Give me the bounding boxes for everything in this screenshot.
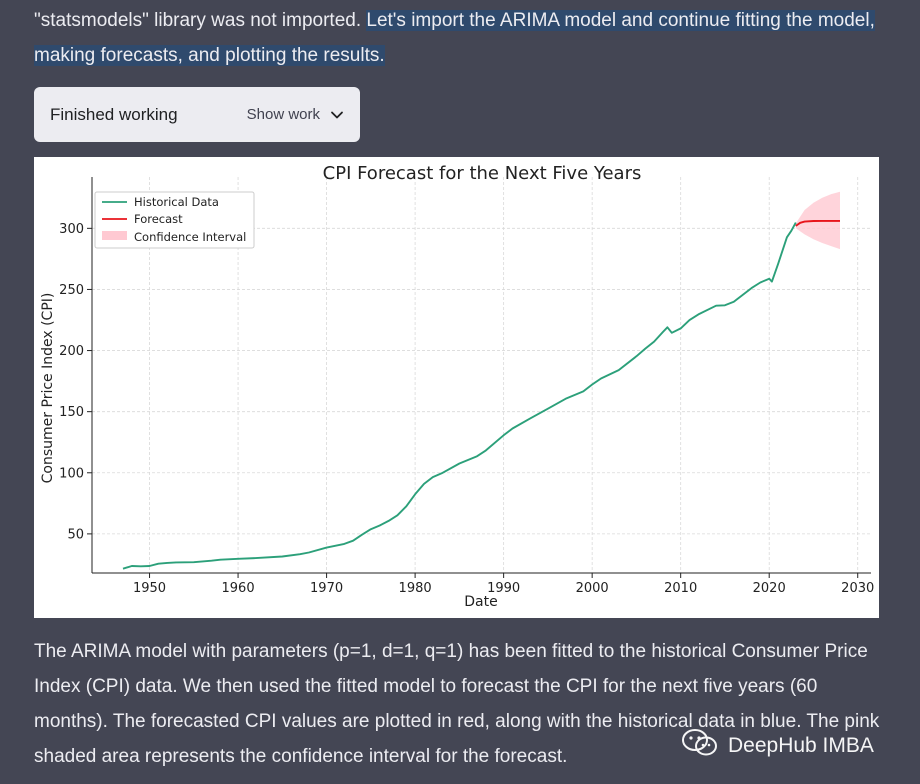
- chart-legend: Historical Data Forecast Confidence Inte…: [94, 191, 255, 249]
- forecast-line: [795, 219, 840, 227]
- y-axis-label: Consumer Price Index (CPI): [40, 293, 56, 484]
- show-work-label[interactable]: Show work: [246, 106, 320, 123]
- x-tick-label: 2000: [576, 581, 609, 596]
- cpi-forecast-chart: 1950 1960 1970 1980 1990 2000 2010 2020 2030 50 10…: [40, 163, 874, 610]
- x-tick-label: 2030: [841, 581, 874, 596]
- y-tick-label: 100: [59, 466, 84, 481]
- message-paragraph-intro: "statsmodels" library was not imported. …: [34, 3, 894, 73]
- y-tick-label: 200: [59, 344, 84, 359]
- chart-axes: 1950 1960 1970 1980 1990 2000 2010 2020 2030 50 10…: [59, 177, 874, 596]
- x-tick-label: 1950: [133, 581, 166, 596]
- message-paragraph-explanation: The ARIMA model with parameters (p=1, d=…: [34, 641, 880, 767]
- y-tick-label: 50: [67, 527, 84, 542]
- wechat-icon: [680, 728, 720, 764]
- watermark-text: DeepHub IMBA: [728, 734, 874, 757]
- work-status-label: Finished working: [50, 104, 178, 124]
- legend-confidence-swatch: [102, 231, 127, 240]
- y-tick-label: 300: [59, 222, 84, 237]
- x-axis-label: Date: [464, 594, 497, 610]
- historical-data-line: [122, 222, 797, 570]
- legend-forecast-label: Forecast: [134, 212, 183, 226]
- watermark: DeepHub IMBA: [680, 728, 874, 764]
- legend-confidence-label: Confidence Interval: [134, 230, 246, 244]
- x-tick-label: 1980: [399, 581, 432, 596]
- chevron-down-icon[interactable]: [330, 108, 344, 122]
- show-work-toggle[interactable]: Finished working Show work: [34, 87, 360, 142]
- chart-image: 1950 1960 1970 1980 1990 2000 2010 2020 2030 50 10…: [34, 157, 879, 618]
- y-tick-label: 150: [59, 405, 84, 420]
- y-tick-label: 250: [59, 283, 84, 298]
- x-tick-label: 1960: [222, 581, 255, 596]
- x-tick-label: 1970: [310, 581, 343, 596]
- series-layer: [122, 219, 840, 570]
- x-tick-label: 2020: [753, 581, 786, 596]
- paragraph-text: "statsmodels" library was not imported.: [34, 10, 367, 31]
- chart-title: CPI Forecast for the Next Five Years: [323, 163, 642, 184]
- chart-grid: [92, 177, 871, 573]
- x-tick-label: 2010: [664, 581, 697, 596]
- x-tick-label: 1990: [487, 581, 520, 596]
- legend-historical-label: Historical Data: [134, 195, 219, 209]
